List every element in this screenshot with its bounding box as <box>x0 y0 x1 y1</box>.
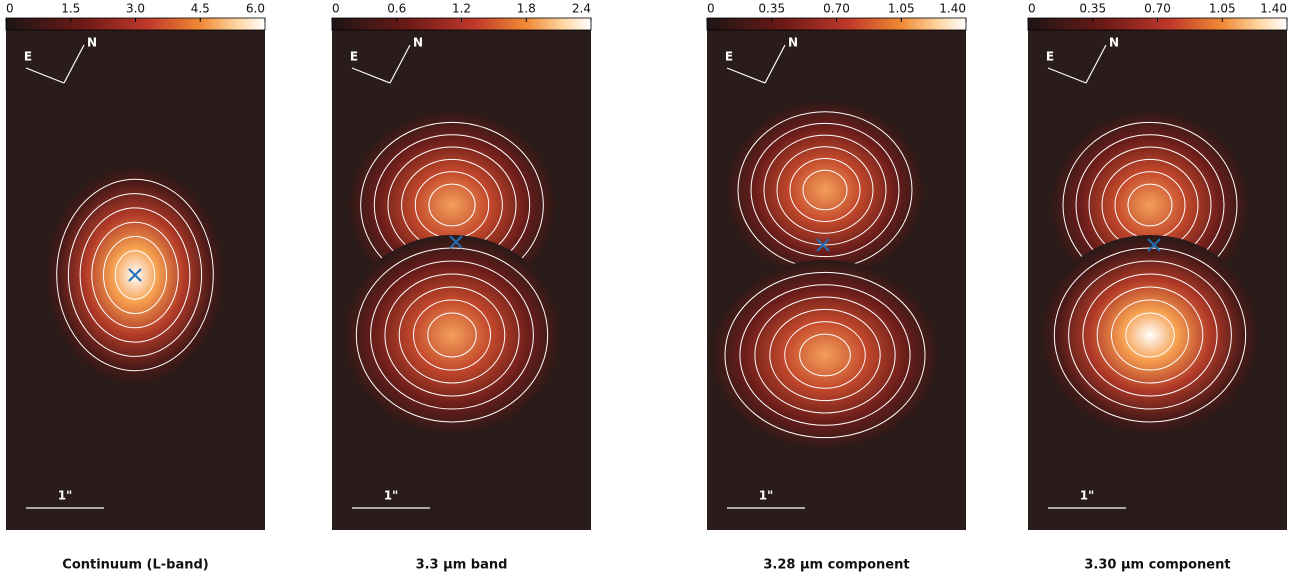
panel-title: 3.30 µm component <box>1084 558 1230 573</box>
panel: 0 0.6 1.2 1.8 2.4 E N 1" 3.3 µm band <box>332 2 591 573</box>
scale-label: 1" <box>58 489 73 503</box>
colorbar-tick-label: 0 <box>6 2 14 16</box>
colorbar-tick-label: 2.4 <box>572 2 591 16</box>
colorbar-tick-label: 1.05 <box>1209 2 1236 16</box>
compass-east: E <box>1046 50 1054 64</box>
panel: 0 1.5 3.0 4.5 6.0 E N 1" Continuum (L-band) <box>6 2 265 573</box>
colorbar-tick-label: 1.40 <box>939 2 966 16</box>
panel-title: Continuum (L-band) <box>62 558 208 573</box>
compass-north: N <box>788 36 798 50</box>
emission <box>1040 235 1260 435</box>
scale-label: 1" <box>759 489 774 503</box>
compass-north: N <box>87 36 97 50</box>
colorbar-tick-label: 0.6 <box>387 2 406 16</box>
panel-title: 3.28 µm component <box>763 558 909 573</box>
colorbar-tick-label: 1.40 <box>1260 2 1287 16</box>
colorbar-tick-label: 1.8 <box>517 2 536 16</box>
scale-label: 1" <box>1080 489 1095 503</box>
compass-north: N <box>413 36 423 50</box>
colorbar-tick-label: 0.70 <box>823 2 850 16</box>
panel-title: 3.3 µm band <box>416 558 508 573</box>
colorbar-tick-label: 0.70 <box>1144 2 1171 16</box>
figure: 0 1.5 3.0 4.5 6.0 E N 1" Continuum (L-band) 0 0.6 1… <box>0 0 1300 578</box>
colorbar-tick-label: 0 <box>707 2 715 16</box>
colorbar-tick-label: 1.2 <box>452 2 471 16</box>
colorbar-tick-label: 1.5 <box>61 2 80 16</box>
emission <box>725 100 925 280</box>
colorbar-tick-label: 0.35 <box>758 2 785 16</box>
compass-north: N <box>1109 36 1119 50</box>
colorbar-tick-label: 1.05 <box>888 2 915 16</box>
emission <box>342 235 562 435</box>
panel: 0 0.35 0.70 1.05 1.40 E N 1" 3.28 µm component <box>707 2 966 573</box>
colorbar-tick-label: 0 <box>332 2 340 16</box>
compass-east: E <box>24 50 32 64</box>
compass-east: E <box>350 50 358 64</box>
colorbar-tick-label: 0 <box>1028 2 1036 16</box>
emission <box>710 260 940 450</box>
compass-east: E <box>725 50 733 64</box>
colorbar-tick-label: 4.5 <box>191 2 210 16</box>
panel: 0 0.35 0.70 1.05 1.40 E N 1" 3.30 µm component <box>1028 2 1287 573</box>
colorbar-tick-label: 0.35 <box>1079 2 1106 16</box>
colorbar-tick-label: 6.0 <box>246 2 265 16</box>
scale-label: 1" <box>384 489 399 503</box>
colorbar-tick-label: 3.0 <box>126 2 145 16</box>
